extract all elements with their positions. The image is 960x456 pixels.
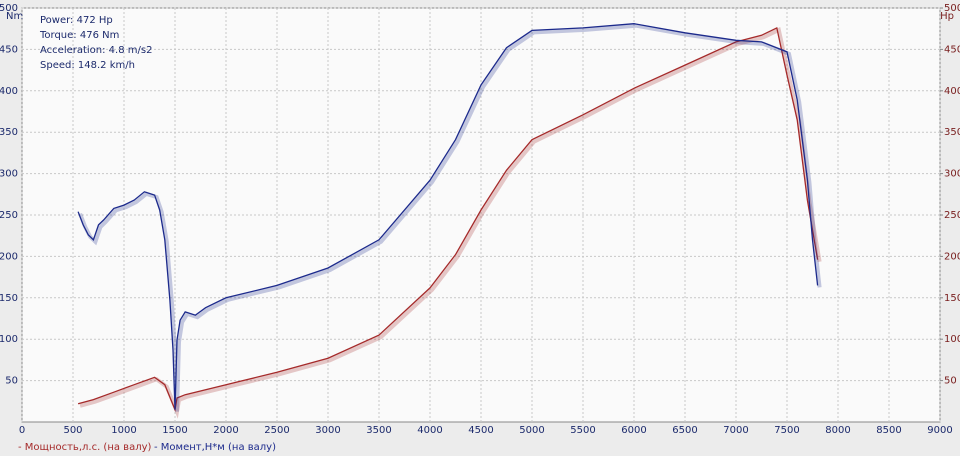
x-tick-label: 7000 xyxy=(723,425,748,436)
annotation: Acceleration: 4.8 m/s2 xyxy=(40,45,152,56)
series-shadow xyxy=(78,23,822,412)
x-tick-label: 8000 xyxy=(825,425,850,436)
x-tick-label: 4000 xyxy=(417,425,442,436)
y-tick-label: 450 xyxy=(0,44,18,55)
x-tick-label: 5000 xyxy=(519,425,544,436)
annotation: Torque: 476 Nm xyxy=(39,30,119,41)
legend-entry: - Момент,Н*м (на валу) xyxy=(154,442,276,453)
legend-entry: - Мощность,л.с. (на валу) xyxy=(18,442,152,453)
y2-tick-label: 400 xyxy=(944,86,960,97)
y-tick-label: 400 xyxy=(0,86,18,97)
y2-tick-label: 500 xyxy=(944,3,960,14)
x-tick-label: 5500 xyxy=(570,425,595,436)
y-tick-label: 50 xyxy=(5,376,18,387)
x-tick-label: 6000 xyxy=(621,425,646,436)
x-tick-label: 3500 xyxy=(366,425,391,436)
y-tick-label: 200 xyxy=(0,251,18,262)
y2-tick-label: 350 xyxy=(944,127,960,138)
y2-tick-label: 150 xyxy=(944,293,960,304)
y-tick-label: 150 xyxy=(0,293,18,304)
y2-tick-label: 200 xyxy=(944,251,960,262)
x-tick-label: 6500 xyxy=(672,425,697,436)
series-line xyxy=(77,26,819,412)
annotation: Power: 472 Hp xyxy=(40,15,113,26)
y-axis-label: Nm xyxy=(6,11,23,22)
y-tick-label: 300 xyxy=(0,169,18,180)
y-tick-label: 100 xyxy=(0,334,18,345)
x-tick-label: 1500 xyxy=(162,425,187,436)
series-line xyxy=(77,23,819,410)
y-tick-label: 250 xyxy=(0,210,18,221)
y2-axis-label: Hp xyxy=(940,11,954,22)
x-tick-label: 3000 xyxy=(315,425,340,436)
x-tick-label: 2500 xyxy=(264,425,289,436)
y-tick-label: 350 xyxy=(0,127,18,138)
y2-tick-label: 300 xyxy=(944,169,960,180)
x-tick-label: 7500 xyxy=(774,425,799,436)
y2-tick-label: 50 xyxy=(944,376,957,387)
x-tick-label: 2000 xyxy=(213,425,238,436)
y2-tick-label: 100 xyxy=(944,334,960,345)
x-tick-label: 9000 xyxy=(927,425,952,436)
y-tick-label: 500 xyxy=(0,3,18,14)
x-tick-label: 0 xyxy=(19,425,25,436)
x-tick-label: 4500 xyxy=(468,425,493,436)
y2-tick-label: 250 xyxy=(944,210,960,221)
x-tick-label: 1000 xyxy=(111,425,136,436)
x-tick-label: 500 xyxy=(63,425,82,436)
annotation: Speed: 148.2 km/h xyxy=(40,60,135,71)
x-tick-label: 8500 xyxy=(876,425,901,436)
y2-tick-label: 450 xyxy=(944,44,960,55)
